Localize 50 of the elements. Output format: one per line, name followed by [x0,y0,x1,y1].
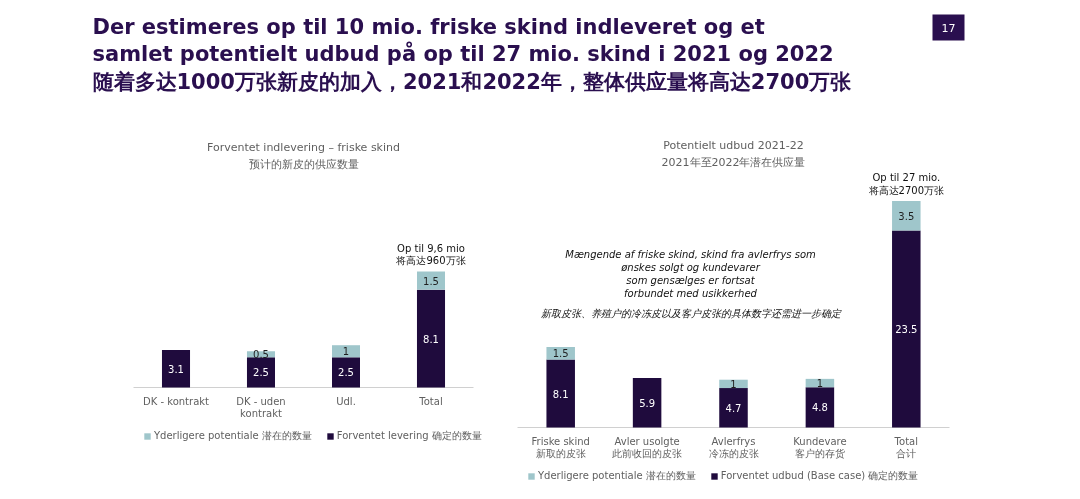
bar [892,201,921,231]
annotation: Op til 9,6 mio 将高达960万张 [395,242,466,267]
data-label: 5.9 [639,397,656,409]
x-tick-label: DK - uden kontrakt [236,395,286,420]
bar [416,289,446,388]
x-tick-label: DK - kontrakt [143,395,210,407]
annotation: Mængende af friske skind, skind fra avlerfrys som ønskes solgt og kundevarer som gensælges er fortsat forbundet med usikkerhed [565,248,817,300]
data-label: 1 [342,346,350,358]
bar [892,230,921,428]
data-label: 2.5 [338,367,354,379]
x-tick-label: Total [418,395,443,407]
bar [546,359,575,428]
data-label: 1 [730,378,737,390]
bar [331,357,361,388]
data-label: 1.5 [423,275,439,287]
x-tick-label: Friske skind 新取的皮张 [531,435,590,460]
data-label: 3.1 [168,363,184,375]
x-tick-label: Avler usolgte 此前收回的皮张 [612,435,683,460]
data-label: 1.5 [552,348,569,360]
data-label: 2.5 [253,367,269,379]
bar [246,357,276,388]
data-label: 4.8 [811,402,828,414]
bar [632,378,662,428]
x-tick-label: Total 合计 [893,435,918,460]
legend-label: Yderligere potentiale 潜在的数量 [538,469,696,483]
legend-label: Forventet levering 确定的数量 [336,429,482,443]
data-label: 8.1 [552,388,569,400]
annotation: 新取皮张、养殖户的冷冻皮以及客户皮张的具体数字还需进一步确定 [540,307,842,319]
data-label: 4.7 [725,402,742,414]
chart-subtitle: 预计的新皮的供应数量 [248,157,359,171]
text: 17 [941,21,956,35]
chart-title: Potentielt udbud 2021-22 [663,138,804,152]
bar [805,387,835,428]
data-label: 1 [816,378,824,390]
chart-subtitle: 2021年至2022年潜在供应量 [661,155,806,169]
legend-label: Forventet udbud (Base case) 确定的数量 [720,469,919,483]
text: Der estimeres op til 10 mio. friske skind indleveret og et samlet potentielt udbud på op til 27 mio. skind i 2021 og 2022 随着多达1000万张新皮的加入，2021和2022年，整体供应量将高达2700万张 [92,14,853,94]
data-label: 23.5 [895,323,918,335]
data-label: 3.5 [898,210,915,222]
data-label: 0.5 [253,349,269,361]
chart-title: Forventet indlevering – friske skind [207,140,400,154]
x-tick-label: Kundevare 客户的存货 [793,435,847,460]
bar [331,345,361,358]
bar [161,350,191,388]
legend-label: Yderligere potentiale 潜在的数量 [154,429,312,443]
annotation: Op til 27 mio. 将高达2700万张 [867,172,945,197]
data-label: 8.1 [423,333,439,345]
x-tick-label: Udl. [336,395,356,407]
x-tick-label: Avlerfrys 冷冻的皮张 [708,435,759,460]
bar [719,388,748,428]
